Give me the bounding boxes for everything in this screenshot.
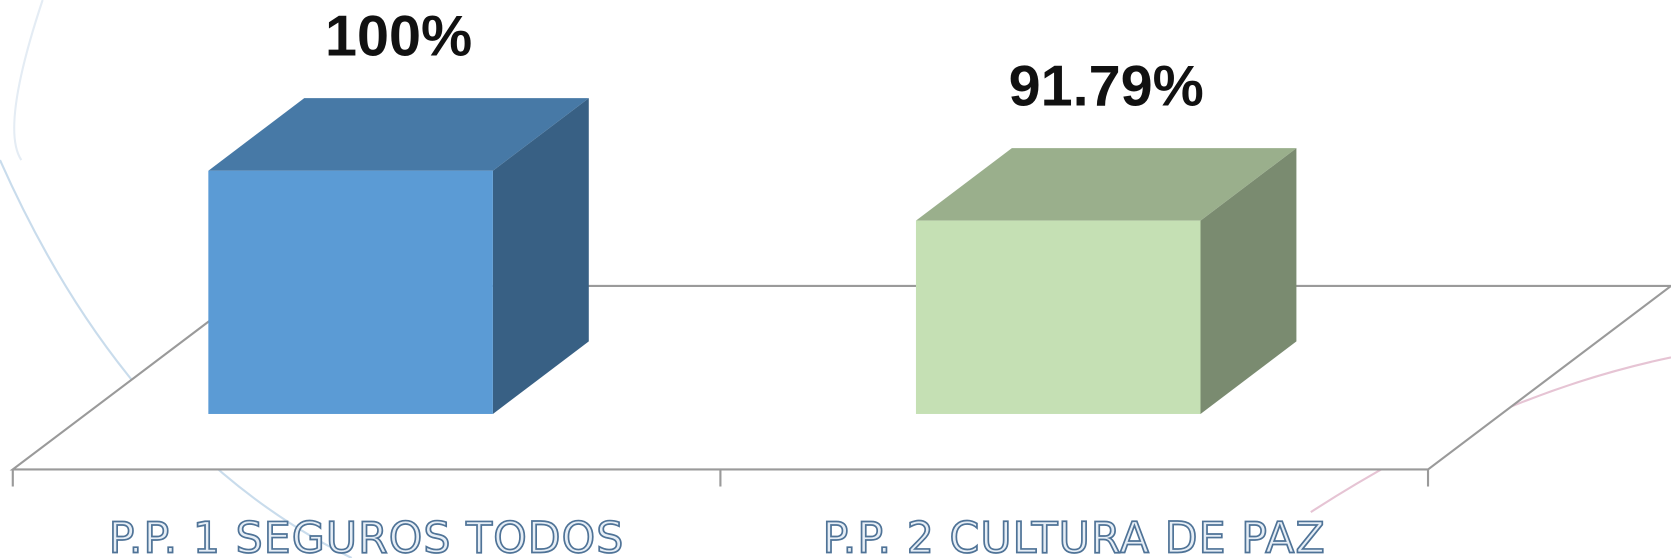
category-label: P.P. 1 SEGUROS TODOS bbox=[109, 514, 625, 558]
bar-top bbox=[208, 98, 589, 171]
bar bbox=[915, 220, 1201, 414]
category-label: P.P. 2 CULTURA DE PAZ bbox=[823, 514, 1326, 558]
bar-side bbox=[1200, 148, 1297, 414]
bar-side bbox=[492, 98, 589, 414]
bar-top bbox=[915, 148, 1297, 221]
decor-arc bbox=[13, 0, 44, 161]
value-label: 91.79% bbox=[1009, 54, 1204, 118]
bar bbox=[208, 170, 493, 414]
value-label: 100% bbox=[325, 4, 472, 68]
